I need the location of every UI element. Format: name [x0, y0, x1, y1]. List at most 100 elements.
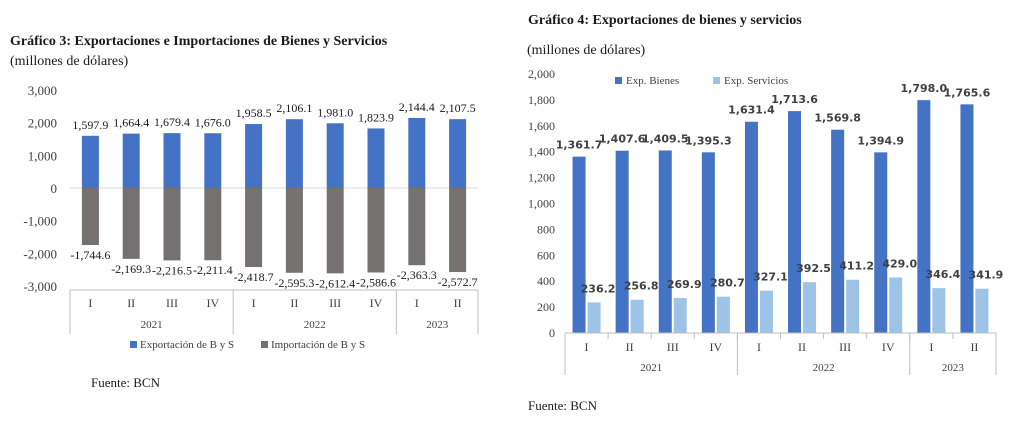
export-bar — [245, 124, 263, 188]
services-bar — [587, 302, 601, 333]
services-value-label: 327.1 — [753, 271, 788, 284]
export-bar — [408, 117, 426, 188]
export-value-label: 1,823.9 — [358, 110, 394, 124]
legend-swatch-services — [713, 77, 720, 84]
quarter-label: III — [329, 296, 341, 310]
services-bar — [759, 290, 773, 333]
export-bar — [449, 119, 467, 188]
y-tick-label: 600 — [537, 248, 555, 262]
goods-value-label: 1,798.0 — [901, 82, 948, 95]
goods-bar — [831, 129, 845, 333]
import-value-label: -2,586.6 — [356, 275, 396, 289]
chart-1-subtitle: (millones de dólares) — [10, 54, 129, 69]
y-tick-label: 0 — [549, 326, 555, 340]
y-tick-label: 1,600 — [528, 119, 555, 133]
export-value-label: 2,144.4 — [399, 100, 435, 114]
goods-value-label: 1,713.6 — [771, 93, 818, 106]
import-value-label: -2,418.7 — [234, 270, 274, 284]
quarter-label: IV — [882, 340, 895, 354]
services-value-label: 280.7 — [710, 277, 745, 290]
services-value-label: 236.2 — [581, 282, 616, 295]
export-bar — [367, 128, 385, 188]
services-value-label: 346.4 — [925, 268, 960, 281]
quarter-label: II — [454, 296, 462, 310]
legend-swatch-imports — [261, 341, 268, 348]
y-tick-label: -1,000 — [23, 214, 57, 229]
export-value-label: 1,958.5 — [236, 106, 272, 120]
services-bar — [803, 282, 817, 333]
goods-bar — [658, 150, 672, 333]
goods-value-label: 1,409.5 — [642, 132, 689, 145]
chart-1-title: Gráfico 3: Exportaciones e Importaciones… — [10, 34, 388, 49]
quarter-label: III — [166, 296, 178, 310]
chart-2-source: Fuente: BCN — [528, 398, 597, 413]
chart-1-plot: -3,000 -2,000 -1,000 0 1,000 2,000 3,000 1,597.… — [23, 83, 479, 351]
goods-value-label: 1,407.6 — [599, 133, 646, 146]
y-tick-label: 800 — [537, 222, 555, 236]
services-value-label: 256.8 — [624, 280, 659, 293]
legend-label-imports: Importación de B y S — [271, 339, 365, 351]
year-label: 2023 — [942, 362, 965, 374]
chart-2-subtitle: (millones de dólares) — [527, 43, 646, 58]
export-value-label: 1,597.9 — [72, 118, 108, 132]
services-bar — [932, 288, 946, 333]
import-bar — [449, 188, 467, 273]
import-value-label: -2,216.5 — [152, 263, 192, 277]
export-bar — [81, 135, 99, 188]
export-value-label: 1,981.0 — [317, 105, 353, 119]
y-tick-label: 1,200 — [528, 171, 555, 185]
y-tick-label: 3,000 — [28, 83, 57, 98]
chart-2-title: Gráfico 4: Exportaciones de bienes y ser… — [528, 13, 802, 28]
export-bar — [163, 133, 181, 188]
y-tick-label: 400 — [537, 274, 555, 288]
goods-bar — [960, 104, 974, 333]
legend-swatch-goods — [615, 77, 622, 84]
y-tick-label: 1,000 — [528, 197, 555, 211]
quarter-label: I — [929, 340, 933, 354]
quarter-label: II — [798, 340, 806, 354]
import-bar — [408, 188, 426, 266]
import-bar — [163, 188, 181, 261]
services-value-label: 269.9 — [667, 278, 702, 291]
services-value-label: 392.5 — [796, 262, 831, 275]
quarter-label: IV — [206, 296, 219, 310]
services-value-label: 341.9 — [969, 269, 1004, 282]
export-bar — [204, 133, 222, 188]
export-value-label: 1,664.4 — [113, 116, 149, 130]
goods-bar — [788, 111, 802, 333]
y-tick-label: -2,000 — [23, 246, 57, 261]
y-tick-label: 1,800 — [528, 93, 555, 107]
y-tick-label: 2,000 — [528, 67, 555, 81]
import-bar — [245, 188, 263, 268]
services-bar — [630, 299, 644, 333]
legend-label-services: Exp. Servicios — [724, 75, 788, 87]
import-bar — [81, 188, 99, 245]
services-bar — [846, 279, 860, 333]
import-value-label: -2,211.4 — [193, 263, 233, 277]
year-label: 2021 — [141, 319, 163, 331]
import-bar — [285, 188, 303, 273]
chart-2-plot: 0 200 400 600 800 1,000 1,200 1,400 1,600 1,800 2,… — [528, 67, 1003, 375]
quarter-label: I — [585, 340, 589, 354]
import-bar — [122, 188, 140, 259]
import-bar — [204, 188, 222, 261]
export-value-label: 1,676.0 — [195, 115, 231, 129]
quarter-label: II — [970, 340, 978, 354]
quarter-label: I — [757, 340, 761, 354]
quarter-label: IV — [710, 340, 723, 354]
export-bar — [326, 123, 344, 188]
quarter-label: I — [252, 296, 256, 310]
goods-bar — [701, 152, 715, 333]
services-value-label: 411.2 — [839, 260, 874, 273]
export-bar — [285, 119, 303, 188]
services-bar — [673, 298, 687, 333]
y-tick-label: -3,000 — [23, 279, 57, 294]
quarter-label: III — [839, 340, 851, 354]
goods-value-label: 1,765.6 — [944, 86, 991, 99]
goods-value-label: 1,631.4 — [728, 104, 775, 117]
services-bar — [975, 288, 989, 333]
goods-bar — [572, 156, 586, 333]
y-tick-label: 1,000 — [28, 148, 57, 163]
quarter-label: II — [290, 296, 298, 310]
import-value-label: -2,169.3 — [111, 262, 151, 276]
